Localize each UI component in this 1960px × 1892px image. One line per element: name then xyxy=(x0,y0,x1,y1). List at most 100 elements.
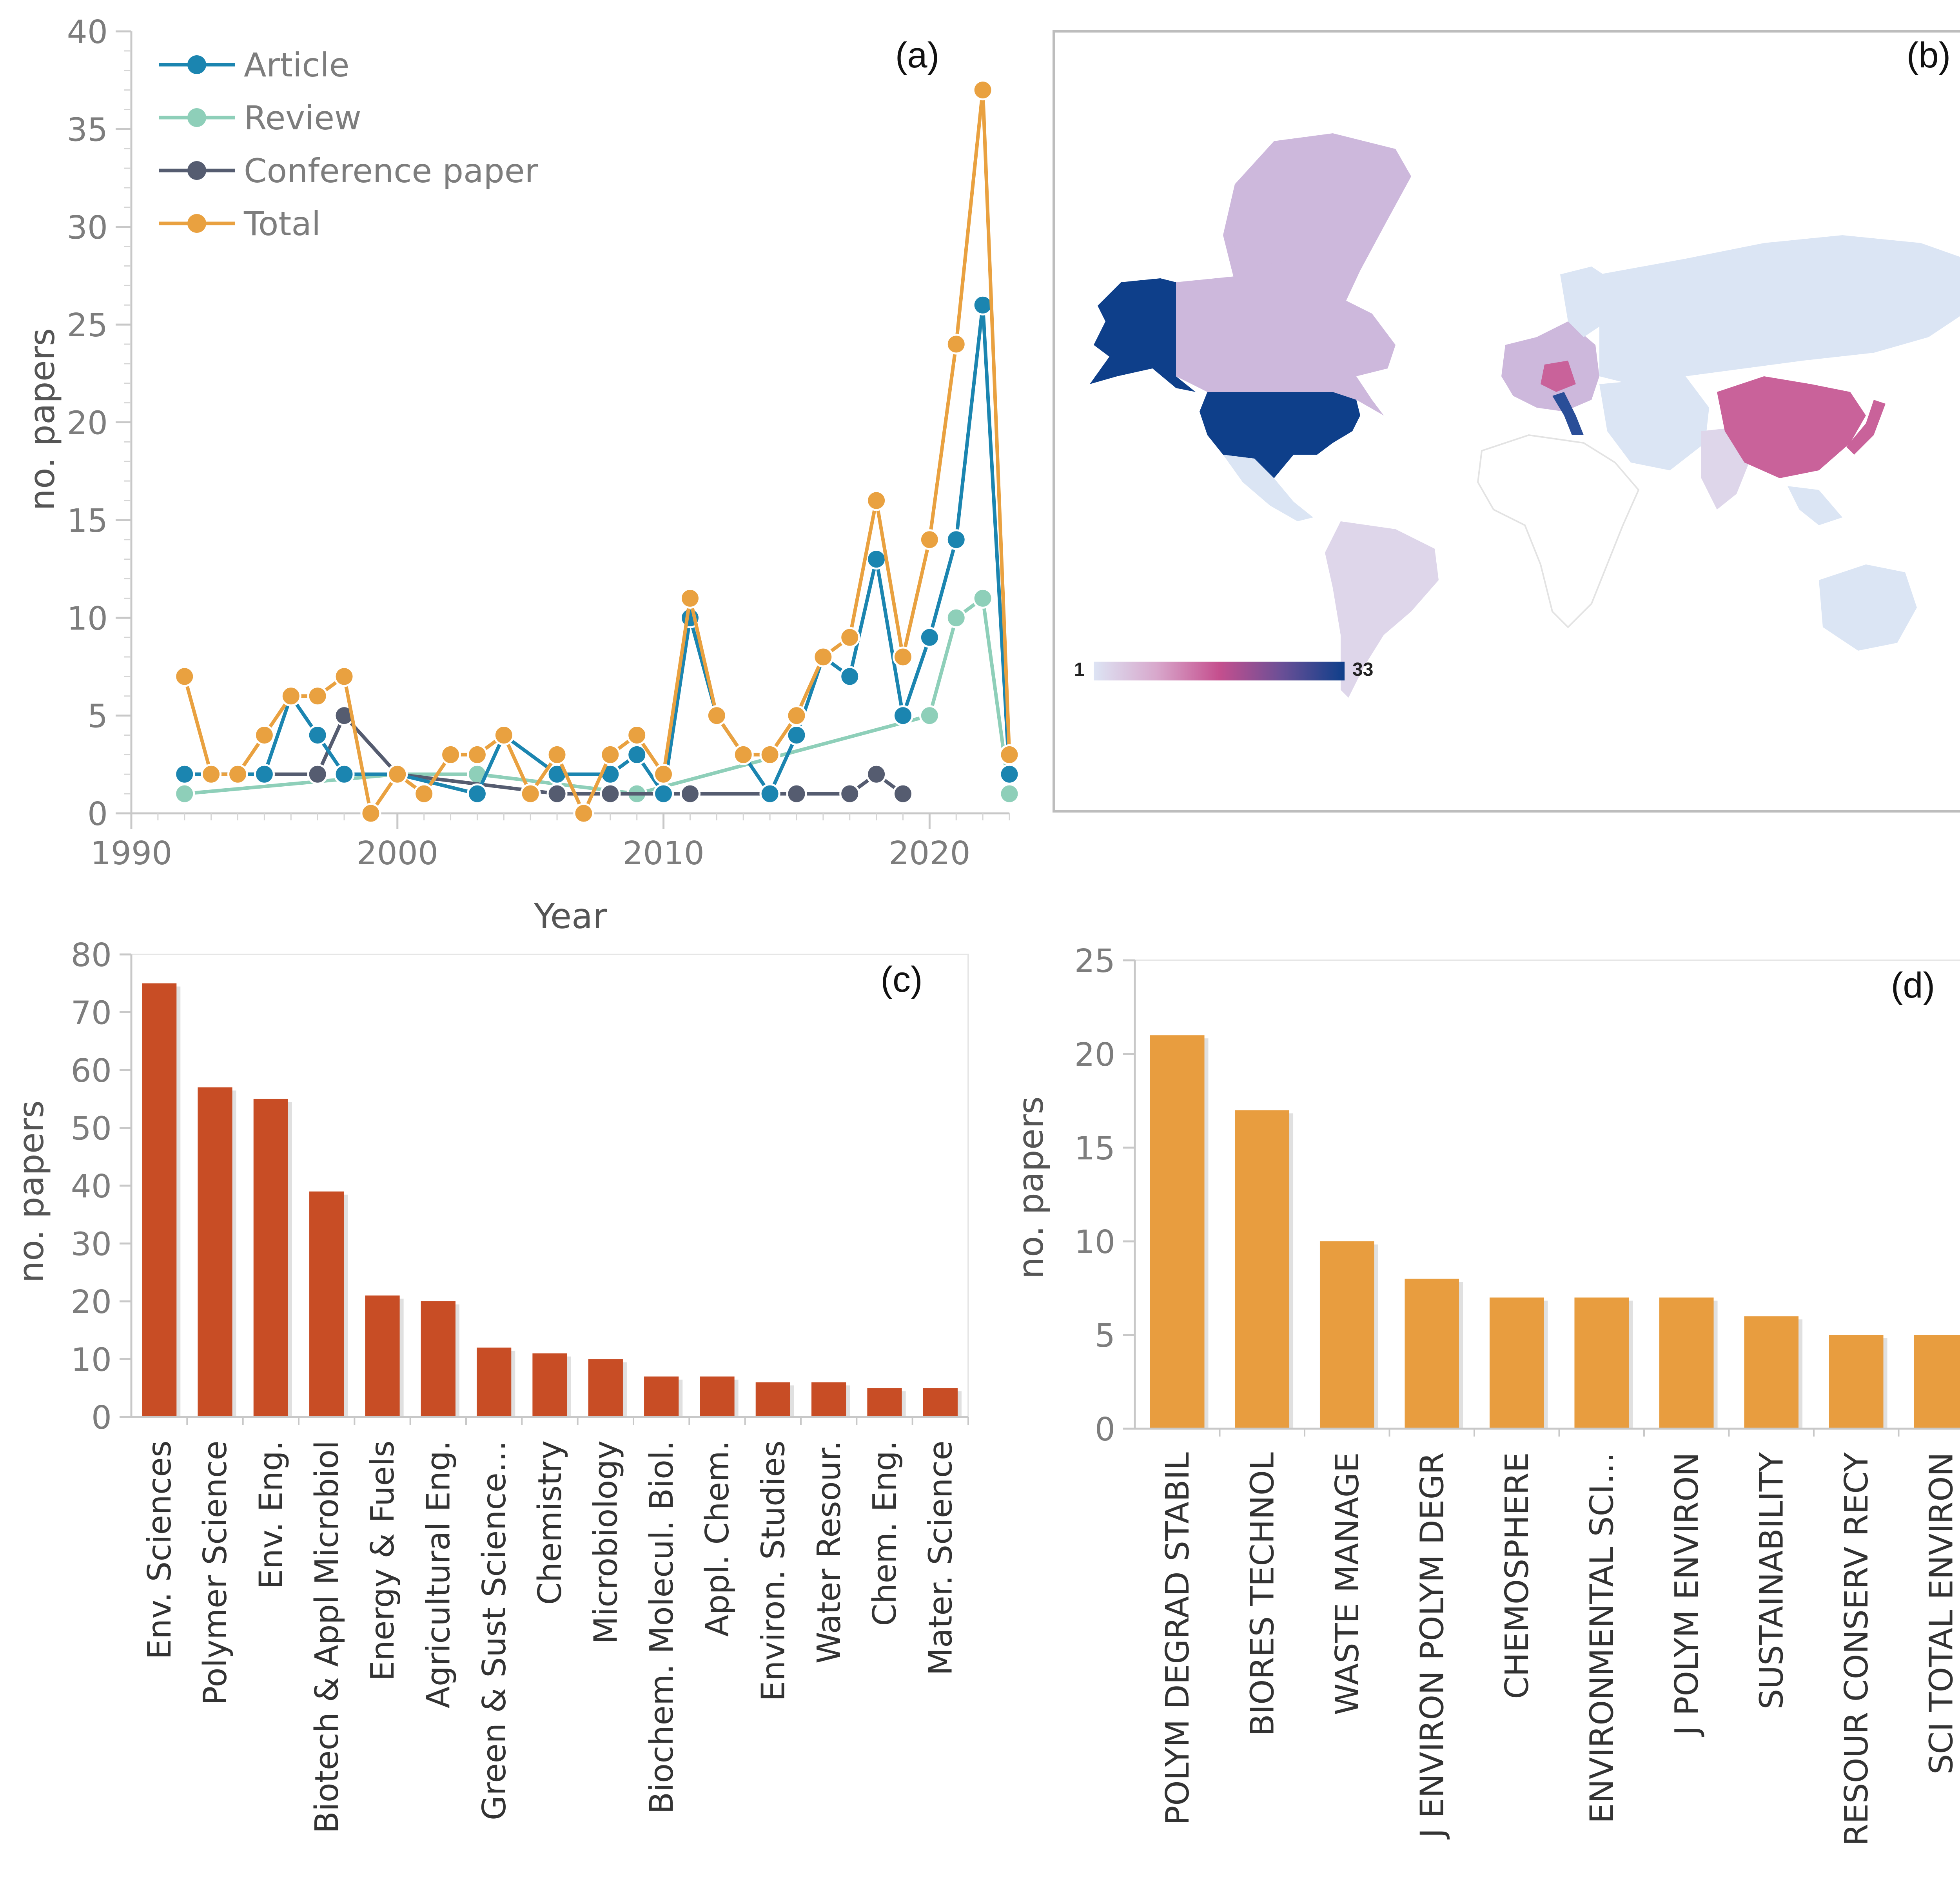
panel-c-bar xyxy=(198,1087,232,1417)
data-point-total xyxy=(493,725,514,746)
data-point-total xyxy=(919,529,940,550)
data-point-total xyxy=(972,80,993,101)
map-africa xyxy=(1477,434,1640,628)
panel-a-y-tick-label: 35 xyxy=(67,111,108,149)
map-japan xyxy=(1846,400,1886,455)
data-point-article xyxy=(866,549,887,570)
map-china xyxy=(1717,376,1866,478)
data-point-total xyxy=(839,627,860,648)
panel-c-category-label: Polymer Science xyxy=(197,1440,234,1705)
panel-d-category-label: WASTE MANAGE xyxy=(1329,1452,1366,1715)
panel-d-y-tick-label: 20 xyxy=(1074,1036,1115,1074)
data-point-total xyxy=(466,744,488,765)
data-point-total xyxy=(600,744,621,765)
panel-b-world-map: 1 33 (b) xyxy=(1053,30,1960,813)
map-canada xyxy=(1176,274,1396,415)
panel-b-label: (b) xyxy=(1907,35,1951,75)
data-point-article xyxy=(307,725,328,746)
panel-d-category-label: POLYM DEGRAD STABIL xyxy=(1159,1452,1196,1825)
data-point-total xyxy=(201,764,222,785)
panel-c-bar-chart: 0 10 20 30 40 50 60 70 80 Env. Sciences Polymer Sc… xyxy=(11,937,969,1833)
data-point-conference-paper xyxy=(600,783,621,804)
panel-c-bar xyxy=(421,1301,456,1417)
panel-c-bar xyxy=(700,1376,735,1417)
panel-c-category-label: Mater. Science xyxy=(922,1440,960,1676)
legend-marker xyxy=(187,108,206,127)
panel-a-x-tick-label: 1990 xyxy=(91,835,172,872)
panel-a-x-tick-label: 2020 xyxy=(889,835,971,872)
panel-c-category-label: Energy & Fuels xyxy=(364,1440,401,1681)
panel-c-bar xyxy=(588,1359,623,1417)
panel-d-bar xyxy=(1829,1335,1884,1429)
panel-d-bar xyxy=(1405,1279,1459,1429)
panel-c-y-tick-label: 20 xyxy=(71,1284,112,1321)
data-point-conference-paper xyxy=(679,783,701,804)
panel-c-category-label: Green & Sust Science… xyxy=(476,1440,513,1820)
data-point-total xyxy=(813,646,834,668)
panel-a-y-tick-label: 20 xyxy=(67,405,108,442)
data-point-conference-paper xyxy=(866,764,887,785)
data-point-total xyxy=(227,764,249,785)
data-point-article xyxy=(466,783,488,804)
data-point-total xyxy=(626,725,648,746)
panel-c-y-tick-label: 0 xyxy=(91,1399,112,1437)
map-color-scale xyxy=(1094,662,1345,680)
data-point-conference-paper xyxy=(839,783,860,804)
data-point-total xyxy=(653,764,674,785)
data-point-total xyxy=(733,744,754,765)
legend-entry-label: Conference paper xyxy=(244,152,539,190)
data-point-total xyxy=(360,803,381,824)
panel-d-category-label: SCI TOTAL ENVIRON xyxy=(1923,1452,1960,1774)
panel-d-bar xyxy=(1914,1335,1960,1429)
panel-d-category-label: SUSTAINABILITY xyxy=(1753,1452,1790,1709)
panel-a-x-tick-label: 2010 xyxy=(622,835,704,872)
panel-c-category-label: Biochem. Molecul. Biol. xyxy=(643,1440,681,1814)
data-point-total xyxy=(387,764,408,785)
panel-c-category-label: Env. Sciences xyxy=(141,1440,178,1660)
panel-c-category-label: Appl. Chem. xyxy=(699,1440,736,1637)
panel-c-bar xyxy=(365,1295,400,1417)
data-point-article xyxy=(786,725,807,746)
legend-entry-label: Article xyxy=(244,46,349,84)
data-point-total xyxy=(414,783,435,804)
panel-c-ylabel: no. papers xyxy=(11,1100,51,1283)
data-point-article xyxy=(892,705,913,726)
panel-d-bar xyxy=(1150,1035,1205,1429)
data-point-total xyxy=(759,744,780,765)
panel-c-y-tick-label: 50 xyxy=(71,1110,112,1148)
panel-a-xlabel: Year xyxy=(534,896,607,936)
legend-marker xyxy=(187,55,206,74)
map-russia xyxy=(1599,235,1960,384)
panel-a-y-tick-label: 30 xyxy=(67,209,108,247)
panel-c-bar xyxy=(142,983,177,1417)
panel-c-y-tick-label: 70 xyxy=(71,995,112,1032)
data-point-total xyxy=(334,666,355,687)
panel-d-category-label: CHEMOSPHERE xyxy=(1499,1452,1536,1699)
map-usa xyxy=(1200,392,1360,478)
data-point-review xyxy=(946,607,967,628)
data-point-review xyxy=(972,588,993,609)
panel-a-y-tick-label: 5 xyxy=(87,698,108,735)
series-line-total xyxy=(183,88,1011,815)
data-point-total xyxy=(280,686,301,707)
panel-c-bar xyxy=(477,1348,512,1417)
map-mexico xyxy=(1223,455,1313,521)
panel-c-bar xyxy=(811,1382,846,1417)
data-point-conference-paper xyxy=(334,705,355,726)
data-point-total xyxy=(786,705,807,726)
panel-c-category-label: Env. Eng. xyxy=(253,1440,290,1589)
map-germany xyxy=(1541,361,1576,392)
panel-c-category-label: Chemistry xyxy=(532,1440,569,1605)
legend-entry-label: Total xyxy=(243,205,321,243)
legend-marker xyxy=(187,214,206,233)
data-point-total xyxy=(892,646,913,668)
panel-d-category-label: J ENVIRON POLYM DEGR xyxy=(1414,1452,1451,1840)
data-point-total xyxy=(307,686,328,707)
map-scale-min: 1 xyxy=(1074,659,1085,680)
panel-d-category-label: BIORES TECHNOL xyxy=(1244,1452,1281,1736)
map-south-america xyxy=(1325,521,1439,698)
panel-d-category-label: ENVIRONMENTAL SCI… xyxy=(1583,1452,1621,1823)
panel-a-y-tick-label: 15 xyxy=(67,502,108,540)
data-point-conference-paper xyxy=(307,764,328,785)
data-point-article xyxy=(653,783,674,804)
